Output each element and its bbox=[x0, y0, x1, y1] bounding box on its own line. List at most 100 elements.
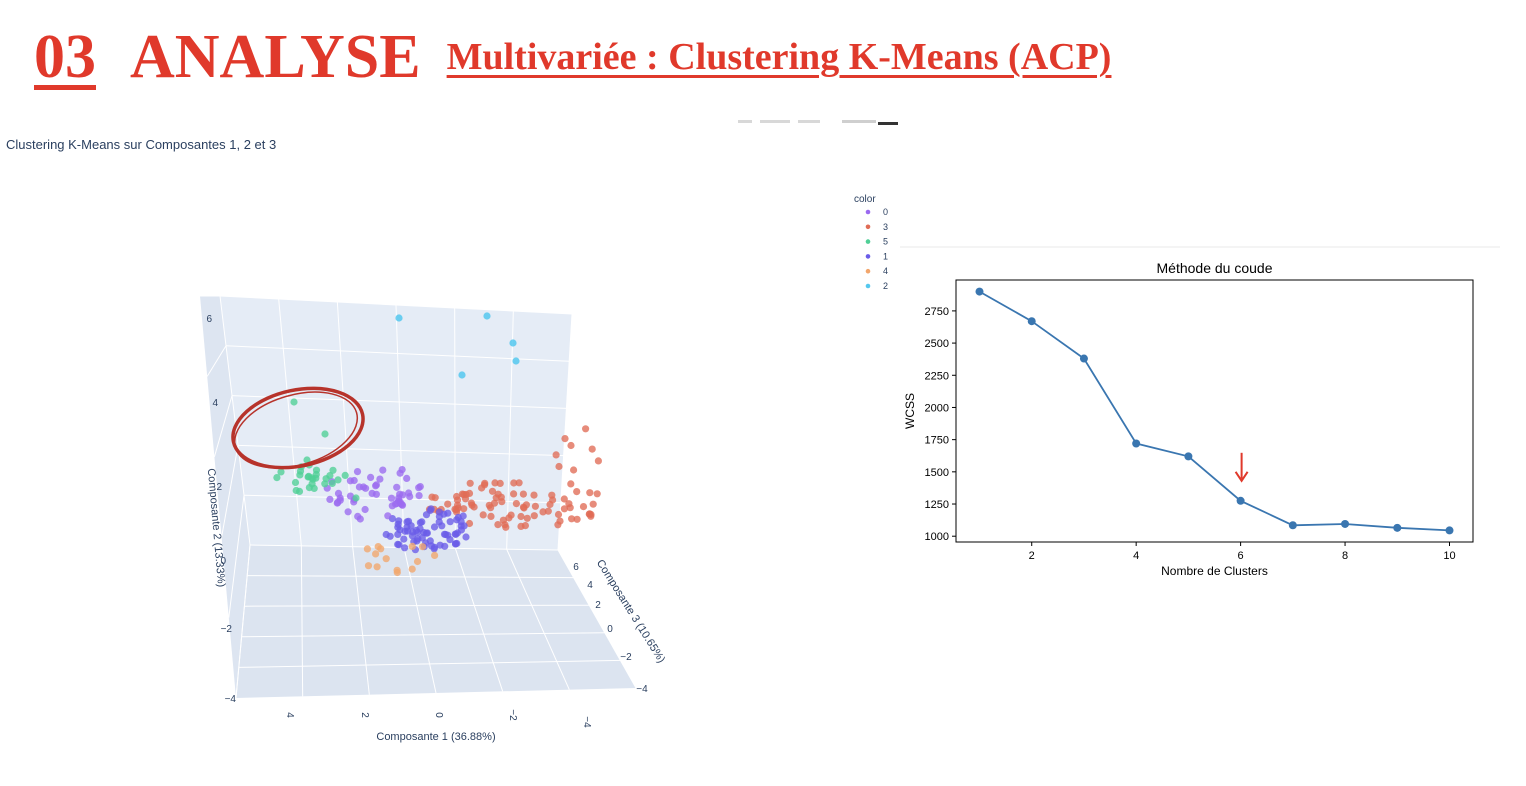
cluster-4-point bbox=[363, 545, 371, 553]
x-axis-title: Nombre de Clusters bbox=[1161, 564, 1268, 578]
y-tick-label: 2250 bbox=[925, 370, 949, 382]
y-axis-title: WCSS bbox=[903, 393, 917, 429]
cluster-3-point bbox=[515, 479, 523, 487]
cluster-3-point bbox=[560, 495, 568, 503]
cluster-2-point bbox=[395, 314, 403, 322]
cluster-4-point bbox=[373, 563, 381, 571]
x-tick-label: 2 bbox=[359, 712, 370, 718]
x-tick-label: 2 bbox=[1029, 550, 1035, 562]
cluster-0-point bbox=[362, 484, 370, 492]
cluster-1-point bbox=[459, 512, 467, 520]
cluster-3-point bbox=[453, 496, 462, 504]
y-tick-label: 1250 bbox=[925, 499, 949, 511]
cluster-3-point bbox=[496, 479, 504, 487]
cluster-5-point bbox=[352, 494, 360, 502]
cluster-1-point bbox=[440, 510, 448, 518]
cluster-2-point bbox=[483, 312, 491, 320]
cluster-1-point bbox=[427, 542, 436, 550]
cluster-4-point bbox=[372, 550, 380, 558]
cluster-0-point bbox=[354, 512, 362, 520]
cluster-1-point bbox=[395, 517, 403, 525]
cluster-3-point bbox=[487, 512, 495, 520]
cluster-4-point bbox=[393, 566, 401, 574]
cluster-3-point bbox=[561, 435, 569, 443]
cluster-3-point bbox=[428, 493, 436, 501]
elbow-chart: Méthode du coude 2 4 6 8 10 1000 1250 1500 1750 20… bbox=[900, 246, 1500, 578]
cluster-3-point bbox=[554, 510, 563, 519]
cluster-1-point bbox=[452, 540, 460, 548]
cluster-1-point bbox=[446, 536, 454, 544]
cluster-3-point bbox=[466, 479, 474, 487]
x-tick-label: −2 bbox=[507, 709, 518, 721]
section-title: ANALYSE bbox=[130, 23, 421, 91]
cluster-legend[interactable]: color 0 3 5 1 4 2 bbox=[840, 160, 900, 300]
cluster-0-point bbox=[372, 481, 380, 489]
cluster-0-point bbox=[403, 474, 411, 482]
z-tick-label: 0 bbox=[607, 624, 613, 635]
y-tick-label: −4 bbox=[225, 694, 237, 705]
cluster-4-point bbox=[408, 565, 416, 573]
cluster-3-point bbox=[458, 490, 466, 498]
cluster-3-point bbox=[505, 514, 513, 522]
cluster-3-point bbox=[494, 521, 502, 529]
cluster-0-point bbox=[393, 483, 401, 491]
x-tick-label: 0 bbox=[433, 712, 444, 718]
grid-line bbox=[454, 548, 504, 692]
legend-marker-3 bbox=[865, 224, 871, 230]
wcss-point bbox=[1236, 496, 1245, 505]
cluster-3-point bbox=[556, 517, 564, 525]
cluster-5-point bbox=[277, 468, 285, 476]
cluster-3-point bbox=[548, 491, 556, 499]
cluster-5-point bbox=[328, 479, 336, 487]
grid-line bbox=[278, 298, 302, 546]
cluster-1-point bbox=[401, 527, 409, 535]
cluster-3-point bbox=[510, 479, 518, 487]
cluster-4-point bbox=[431, 551, 439, 559]
grid-line bbox=[206, 345, 227, 377]
cluster-3-point bbox=[465, 489, 474, 497]
cluster-3-point bbox=[522, 501, 531, 509]
wcss-line bbox=[979, 290, 1450, 532]
y-tick-label: 1750 bbox=[925, 435, 949, 447]
cluster-0-point bbox=[333, 499, 341, 507]
grid-line bbox=[225, 345, 570, 362]
cluster-5-point bbox=[303, 456, 311, 464]
grid-line bbox=[352, 546, 370, 695]
cluster-3-point bbox=[468, 501, 476, 509]
cluster-3-point bbox=[479, 511, 487, 519]
cluster-3-point bbox=[487, 504, 495, 512]
cluster-3-point bbox=[544, 507, 552, 515]
cluster-3-point bbox=[588, 445, 596, 453]
wcss-point bbox=[1445, 526, 1454, 535]
y-tick-label: 1500 bbox=[925, 467, 949, 479]
cluster-3-point bbox=[509, 490, 518, 498]
cluster-3-point bbox=[512, 500, 521, 508]
legend-label-1: 1 bbox=[883, 251, 888, 261]
cluster-3-point bbox=[530, 512, 538, 520]
cluster-3-point bbox=[531, 502, 540, 510]
grid-line bbox=[557, 549, 637, 689]
cluster-3-point bbox=[465, 519, 474, 528]
grid-line bbox=[506, 310, 514, 550]
cluster-3-point bbox=[478, 484, 486, 492]
cluster-3-point bbox=[498, 498, 506, 506]
cluster-1-point bbox=[407, 522, 415, 530]
grid-line bbox=[219, 295, 573, 315]
cluster-0-point bbox=[406, 493, 414, 501]
cluster-3-point bbox=[460, 505, 468, 513]
x-tick-label: 10 bbox=[1443, 550, 1455, 562]
y-tick-label: 2 bbox=[216, 482, 222, 493]
cluster-4-point bbox=[413, 557, 422, 566]
cluster-3-point bbox=[560, 505, 569, 513]
cluster-3-point bbox=[523, 514, 531, 522]
y-tick-label: −2 bbox=[221, 624, 233, 635]
cluster-1-point bbox=[400, 535, 408, 543]
cluster-3-point bbox=[491, 479, 499, 487]
cluster-1-point bbox=[438, 522, 446, 530]
legend-label-4: 4 bbox=[883, 266, 888, 276]
y-tick-label: 1000 bbox=[925, 531, 949, 543]
wcss-point bbox=[1027, 317, 1036, 326]
x-tick-label: 4 bbox=[284, 712, 295, 718]
cluster-1-point bbox=[440, 530, 449, 538]
